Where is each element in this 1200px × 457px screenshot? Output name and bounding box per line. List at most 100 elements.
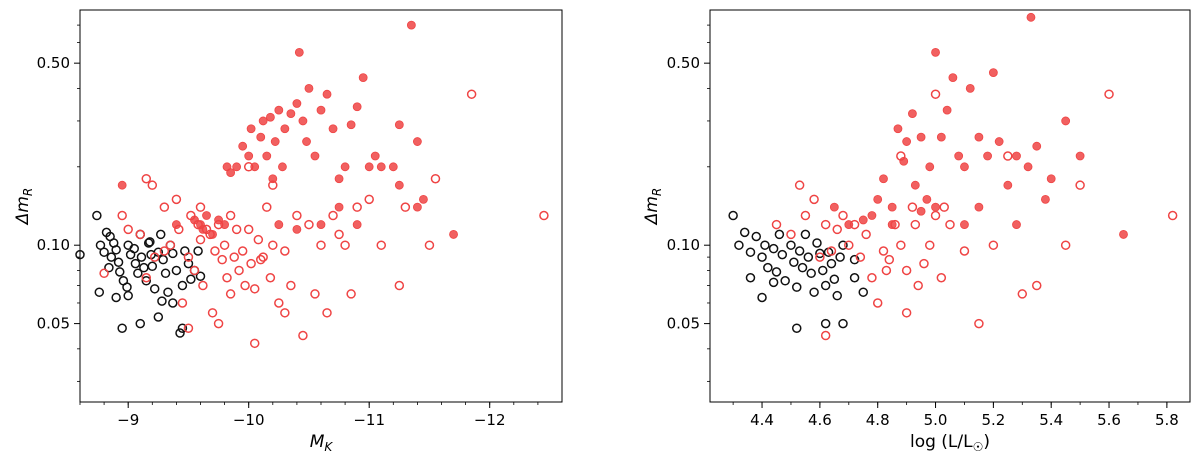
left-series-0-point xyxy=(175,328,185,338)
right-series-1-point xyxy=(844,240,854,250)
right-series-1-point xyxy=(939,202,949,212)
right-series-2-point xyxy=(994,137,1004,146)
left-series-2-point xyxy=(376,162,386,172)
right-series-0-point xyxy=(751,231,762,242)
left-series-1-point xyxy=(352,202,362,212)
right-series-1-point xyxy=(815,252,825,262)
left-series-0-point xyxy=(186,274,196,285)
left-series-0-point xyxy=(130,258,141,269)
left-series-0-point xyxy=(177,280,188,291)
left-series-2-point xyxy=(190,215,199,225)
left-series-2-point xyxy=(298,116,308,126)
left-series-1-point xyxy=(298,330,308,341)
left-series-2-point xyxy=(238,141,248,151)
left-series-0-point xyxy=(75,249,85,260)
right-series-0-point xyxy=(815,248,825,259)
right-series-0-point xyxy=(849,272,860,283)
right-x-ticks: 4.4 4.6 4.8 5.0 5.2 5.4 5.6 5.8 xyxy=(732,402,1179,429)
left-series-2-point xyxy=(352,220,362,229)
left-series-1-point xyxy=(249,338,260,349)
left-series-0-point xyxy=(92,210,102,221)
right-series-2-point xyxy=(936,132,946,142)
left-series-0-point xyxy=(155,229,166,240)
right-series-0-point xyxy=(791,282,802,292)
left-series-2-point xyxy=(117,180,127,190)
left-y-axis-label-sub: R xyxy=(21,188,35,196)
left-series-0-point xyxy=(153,312,164,322)
right-series-2-point xyxy=(988,68,998,77)
left-series-2-point xyxy=(171,220,181,229)
right-series-2-point xyxy=(954,151,964,161)
left-series-1-point xyxy=(195,234,206,245)
right-series-2-point xyxy=(960,162,969,172)
left-series-2-point xyxy=(294,47,304,57)
right-series-0-point xyxy=(777,249,788,260)
left-series-1-point xyxy=(229,252,239,262)
right-x-tick-label: 5.6 xyxy=(1097,411,1121,429)
right-plot-frame xyxy=(709,9,1191,403)
right-y-axis-label: ΔmR xyxy=(642,188,664,227)
left-series-2-point xyxy=(226,168,236,178)
right-series-0-point xyxy=(794,246,805,256)
left-series-1-point xyxy=(265,272,276,283)
left-series-1-point xyxy=(183,323,194,333)
left-series-1-point xyxy=(195,202,206,212)
right-series-0-point xyxy=(849,254,860,265)
left-series-1-point xyxy=(189,265,200,276)
right-series-2-point xyxy=(948,73,958,83)
left-series-2-point xyxy=(310,151,320,161)
right-series-1-point xyxy=(988,240,999,250)
right-series-2-point xyxy=(974,202,984,212)
right-series-1-point xyxy=(896,240,906,250)
right-series-2-point xyxy=(887,220,897,229)
right-x-tick-label: 5.2 xyxy=(981,411,1005,429)
right-series-0-point xyxy=(809,287,819,297)
left-series-2-point xyxy=(388,162,398,172)
left-series-1-point xyxy=(364,194,374,205)
right-series-0-point xyxy=(858,287,869,297)
right-series-0-point xyxy=(757,252,767,262)
left-series-2-point xyxy=(302,137,311,146)
right-series-0-point xyxy=(760,240,770,250)
right-series-2-point xyxy=(931,202,940,212)
right-panel: 4.4 4.6 4.8 5.0 5.2 5.4 5.6 5.8 0.05 0.10 0.50 lo… xyxy=(642,9,1191,454)
left-y-axis-label-main: Δm xyxy=(13,196,33,226)
left-series-1-point xyxy=(231,224,242,235)
left-series-2-point xyxy=(340,162,350,172)
left-x-tick-label: −9 xyxy=(117,411,139,429)
right-series-0-point xyxy=(771,267,782,277)
right-series-0-point xyxy=(745,247,756,257)
right-series-0-point xyxy=(800,229,811,240)
left-series-2-point xyxy=(328,124,338,134)
left-series-2-point xyxy=(304,84,314,93)
left-series-0-point xyxy=(99,247,109,257)
left-x-axis-label: MK xyxy=(310,432,334,454)
left-series-0-point xyxy=(168,298,178,308)
left-x-tick-label: −12 xyxy=(474,411,506,429)
right-series-2-point xyxy=(925,162,935,172)
right-x-axis-label: log (L/L☉) xyxy=(910,432,990,454)
right-series-1-point xyxy=(800,210,811,221)
right-series-1-point xyxy=(820,219,831,230)
left-series-1-point xyxy=(334,229,344,240)
left-series-2-point xyxy=(244,151,254,161)
right-series-0-point xyxy=(739,227,750,238)
left-series-1-point xyxy=(292,210,302,221)
right-series-2-point xyxy=(965,84,975,93)
right-x-axis-label-suffix: ) xyxy=(983,432,990,452)
left-series-2-point xyxy=(262,151,272,161)
left-series-1-point xyxy=(198,280,208,291)
left-series-0-point xyxy=(195,271,206,281)
left-series-0-point xyxy=(139,262,149,273)
right-series-2-point xyxy=(893,124,903,134)
left-series-1-point xyxy=(217,254,227,265)
right-series-0-point xyxy=(763,262,773,273)
right-series-1-point xyxy=(945,219,955,230)
right-x-tick-label: 4.6 xyxy=(808,411,832,429)
right-x-tick-label: 4.8 xyxy=(866,411,890,429)
left-series-1-point xyxy=(253,234,264,245)
left-series-2-point xyxy=(394,120,404,130)
left-series-1-point xyxy=(256,254,266,265)
right-series-2-point xyxy=(960,220,969,229)
left-series-0-point xyxy=(111,292,121,303)
